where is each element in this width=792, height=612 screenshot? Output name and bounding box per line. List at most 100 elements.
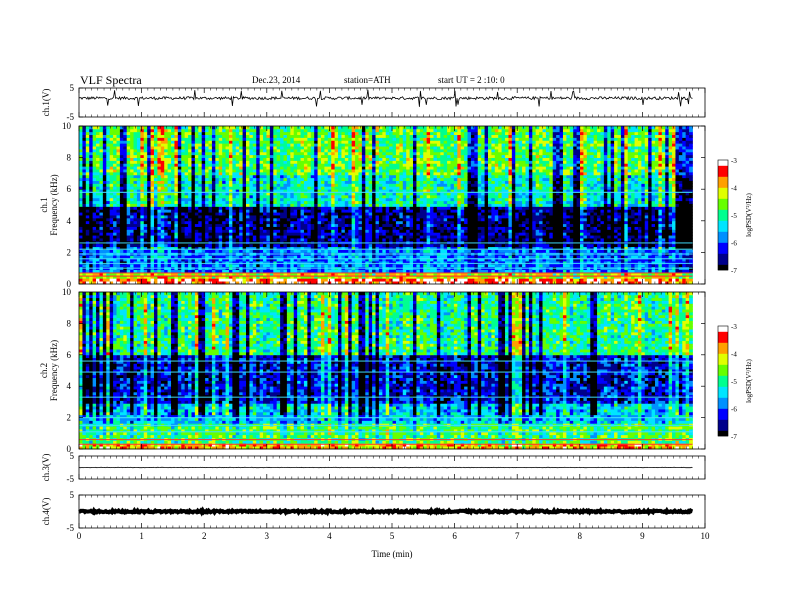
psd-cell	[239, 264, 243, 267]
psd-cell	[157, 278, 161, 281]
psd-cell	[280, 278, 284, 281]
psd-cell	[689, 278, 693, 281]
psd-cell	[587, 278, 591, 281]
ch1-waveform-trace	[79, 90, 693, 107]
psd-cell	[171, 264, 175, 267]
psd-cell	[369, 264, 373, 267]
psd-cell	[253, 264, 257, 267]
psd-cell	[154, 264, 158, 267]
psd-cell	[331, 278, 335, 281]
psd-cell	[406, 278, 410, 281]
psd-cell	[219, 264, 223, 267]
psd-cell	[413, 264, 417, 267]
psd-cell	[563, 278, 567, 281]
psd-cell	[287, 278, 291, 281]
psd-cell	[297, 278, 301, 281]
psd-cell	[594, 278, 598, 281]
psd-cell	[106, 264, 110, 267]
psd-cell	[457, 278, 461, 281]
psd-cell	[641, 264, 645, 267]
psd-cell	[549, 264, 553, 267]
psd-cell	[662, 278, 666, 281]
psd-cell	[631, 278, 635, 281]
psd-cell	[396, 264, 400, 267]
psd-cell	[314, 278, 318, 281]
psd-cell	[181, 264, 185, 267]
psd-cell	[243, 278, 247, 281]
psd-cell	[341, 278, 345, 281]
psd-cell	[335, 278, 339, 281]
psd-cell	[386, 278, 390, 281]
psd-cell	[253, 278, 257, 281]
psd-cell	[338, 278, 342, 281]
psd-cell	[191, 278, 195, 281]
psd-cell	[440, 278, 444, 281]
psd-cell	[304, 264, 308, 267]
psd-cell	[185, 278, 189, 281]
psd-cell	[553, 278, 557, 281]
psd-cell	[420, 278, 424, 281]
psd-cell	[188, 278, 192, 281]
psd-cell	[120, 264, 124, 267]
psd-cell	[389, 264, 393, 267]
psd-cell	[451, 264, 455, 267]
psd-cell	[127, 264, 131, 267]
psd-cell	[171, 278, 175, 281]
psd-cell	[352, 264, 356, 267]
psd-cell	[348, 264, 352, 267]
psd-cell	[161, 278, 165, 281]
psd-cell	[79, 278, 83, 281]
psd-cell	[379, 278, 383, 281]
psd-cell	[123, 278, 127, 281]
psd-cell	[99, 278, 103, 281]
psd-cell	[393, 278, 397, 281]
psd-cell	[628, 278, 632, 281]
psd-cell	[410, 264, 414, 267]
psd-cell	[658, 264, 662, 267]
psd-cell	[433, 278, 437, 281]
psd-cell	[502, 278, 506, 281]
psd-cell	[686, 278, 690, 281]
psd-cell	[246, 278, 250, 281]
psd-cell	[82, 264, 86, 267]
psd-cell	[96, 264, 100, 267]
psd-cell	[205, 278, 209, 281]
psd-cell	[423, 264, 427, 267]
psd-cell	[318, 264, 322, 267]
psd-cell	[301, 264, 305, 267]
psd-cell	[600, 264, 604, 267]
psd-cell	[560, 264, 564, 267]
psd-cell	[249, 264, 253, 267]
psd-cell	[273, 264, 277, 267]
psd-cell	[474, 278, 478, 281]
psd-cell	[536, 278, 540, 281]
psd-cell	[331, 264, 335, 267]
psd-cell	[311, 278, 315, 281]
psd-cell	[174, 264, 178, 267]
psd-cell	[134, 264, 138, 267]
psd-cell	[454, 264, 458, 267]
psd-cell	[147, 278, 151, 281]
psd-cell	[164, 278, 168, 281]
psd-cell	[447, 264, 451, 267]
psd-cell	[444, 278, 448, 281]
psd-cell	[270, 278, 274, 281]
psd-cell	[174, 278, 178, 281]
psd-cell	[638, 278, 642, 281]
psd-cell	[464, 264, 468, 267]
psd-cell	[416, 264, 420, 267]
psd-cell	[570, 278, 574, 281]
psd-cell	[297, 264, 301, 267]
psd-cell	[89, 278, 93, 281]
psd-cell	[287, 264, 291, 267]
psd-cell	[437, 264, 441, 267]
psd-cell	[447, 278, 451, 281]
psd-cell	[638, 264, 642, 267]
psd-cell	[188, 264, 192, 267]
psd-cell	[260, 278, 264, 281]
psd-cell	[665, 264, 669, 267]
psd-cell	[624, 264, 628, 267]
psd-cell	[614, 264, 618, 267]
psd-cell	[290, 264, 294, 267]
psd-cell	[140, 278, 144, 281]
